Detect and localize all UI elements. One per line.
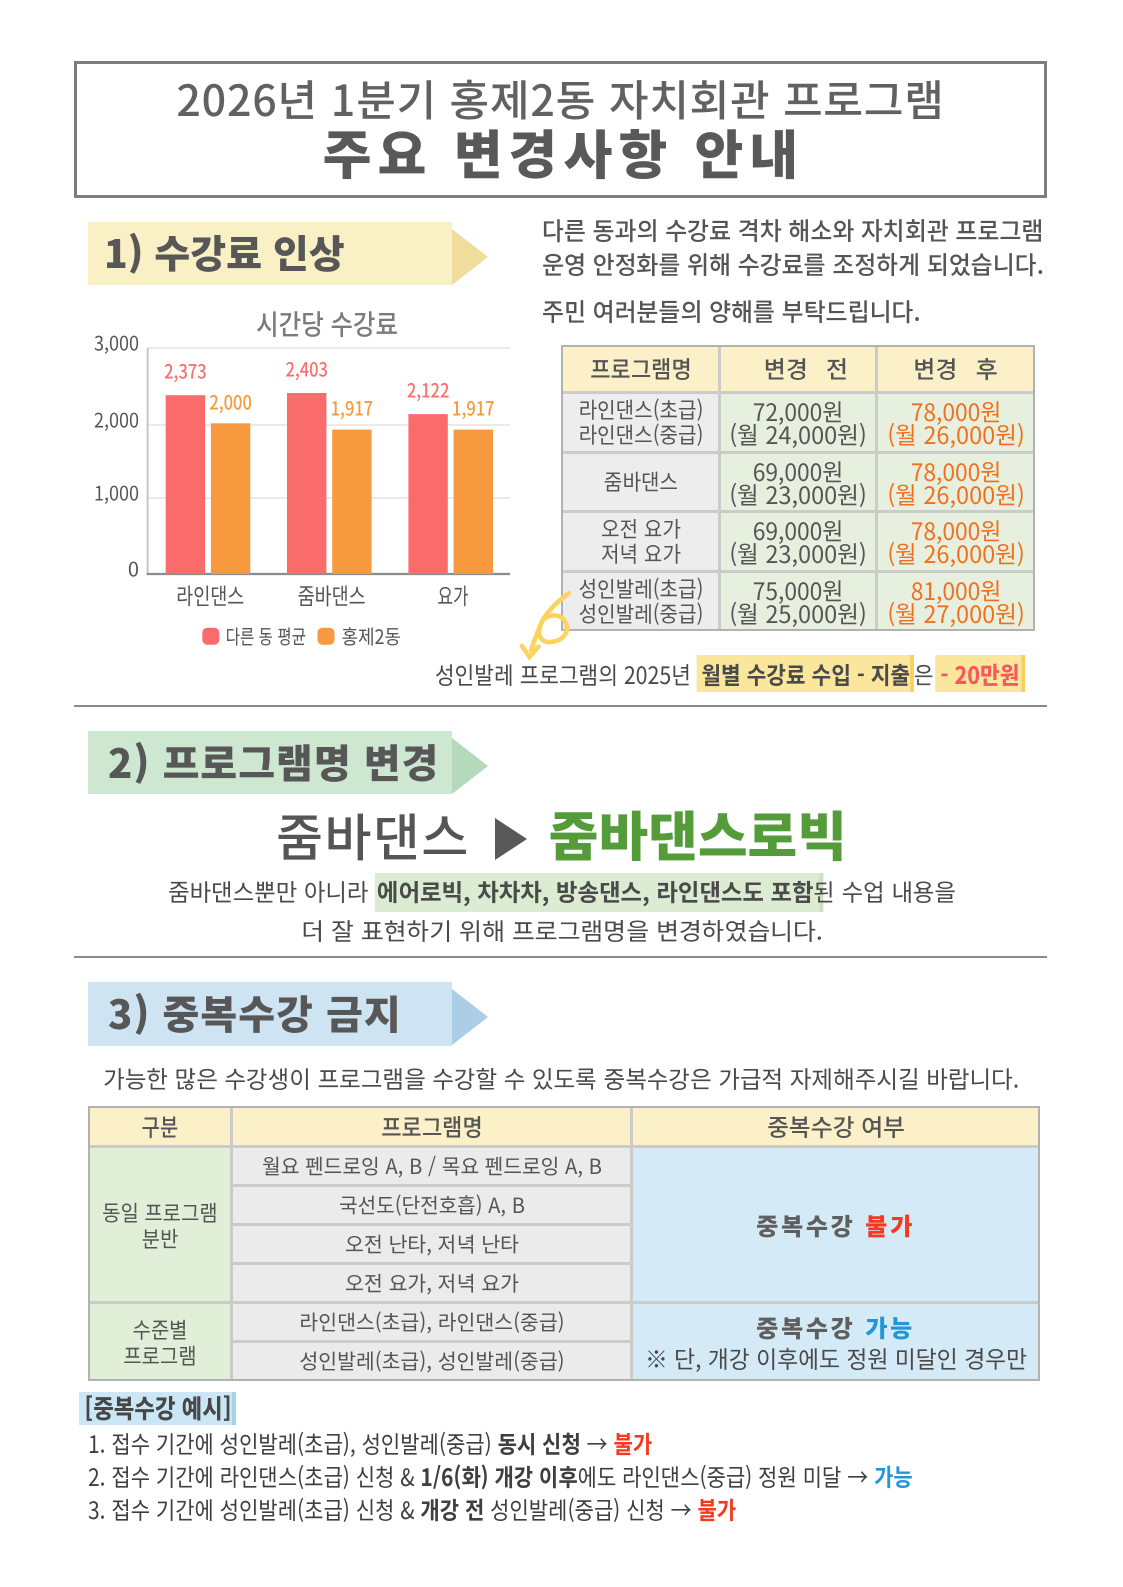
svg-text:2,122: 2,122 (407, 375, 450, 404)
svg-text:홍제2동: 홍제2동 (342, 621, 402, 650)
svg-text:3,000: 3,000 (94, 328, 139, 357)
svg-text:1,917: 1,917 (452, 393, 495, 422)
svg-text:2,373: 2,373 (164, 356, 207, 385)
svg-text:다른 동 평균: 다른 동 평균 (226, 621, 307, 650)
svg-text:시간당 수강료: 시간당 수강료 (256, 304, 398, 344)
svg-text:0: 0 (128, 554, 139, 583)
svg-text:2,403: 2,403 (285, 354, 328, 383)
svg-text:줌바댄스: 줌바댄스 (298, 578, 366, 612)
svg-text:1,917: 1,917 (331, 393, 374, 422)
svg-text:1,000: 1,000 (94, 478, 139, 507)
svg-text:라인댄스: 라인댄스 (176, 578, 244, 612)
svg-text:요가: 요가 (438, 578, 469, 612)
svg-text:2,000: 2,000 (94, 405, 139, 434)
svg-text:2,000: 2,000 (209, 387, 252, 416)
